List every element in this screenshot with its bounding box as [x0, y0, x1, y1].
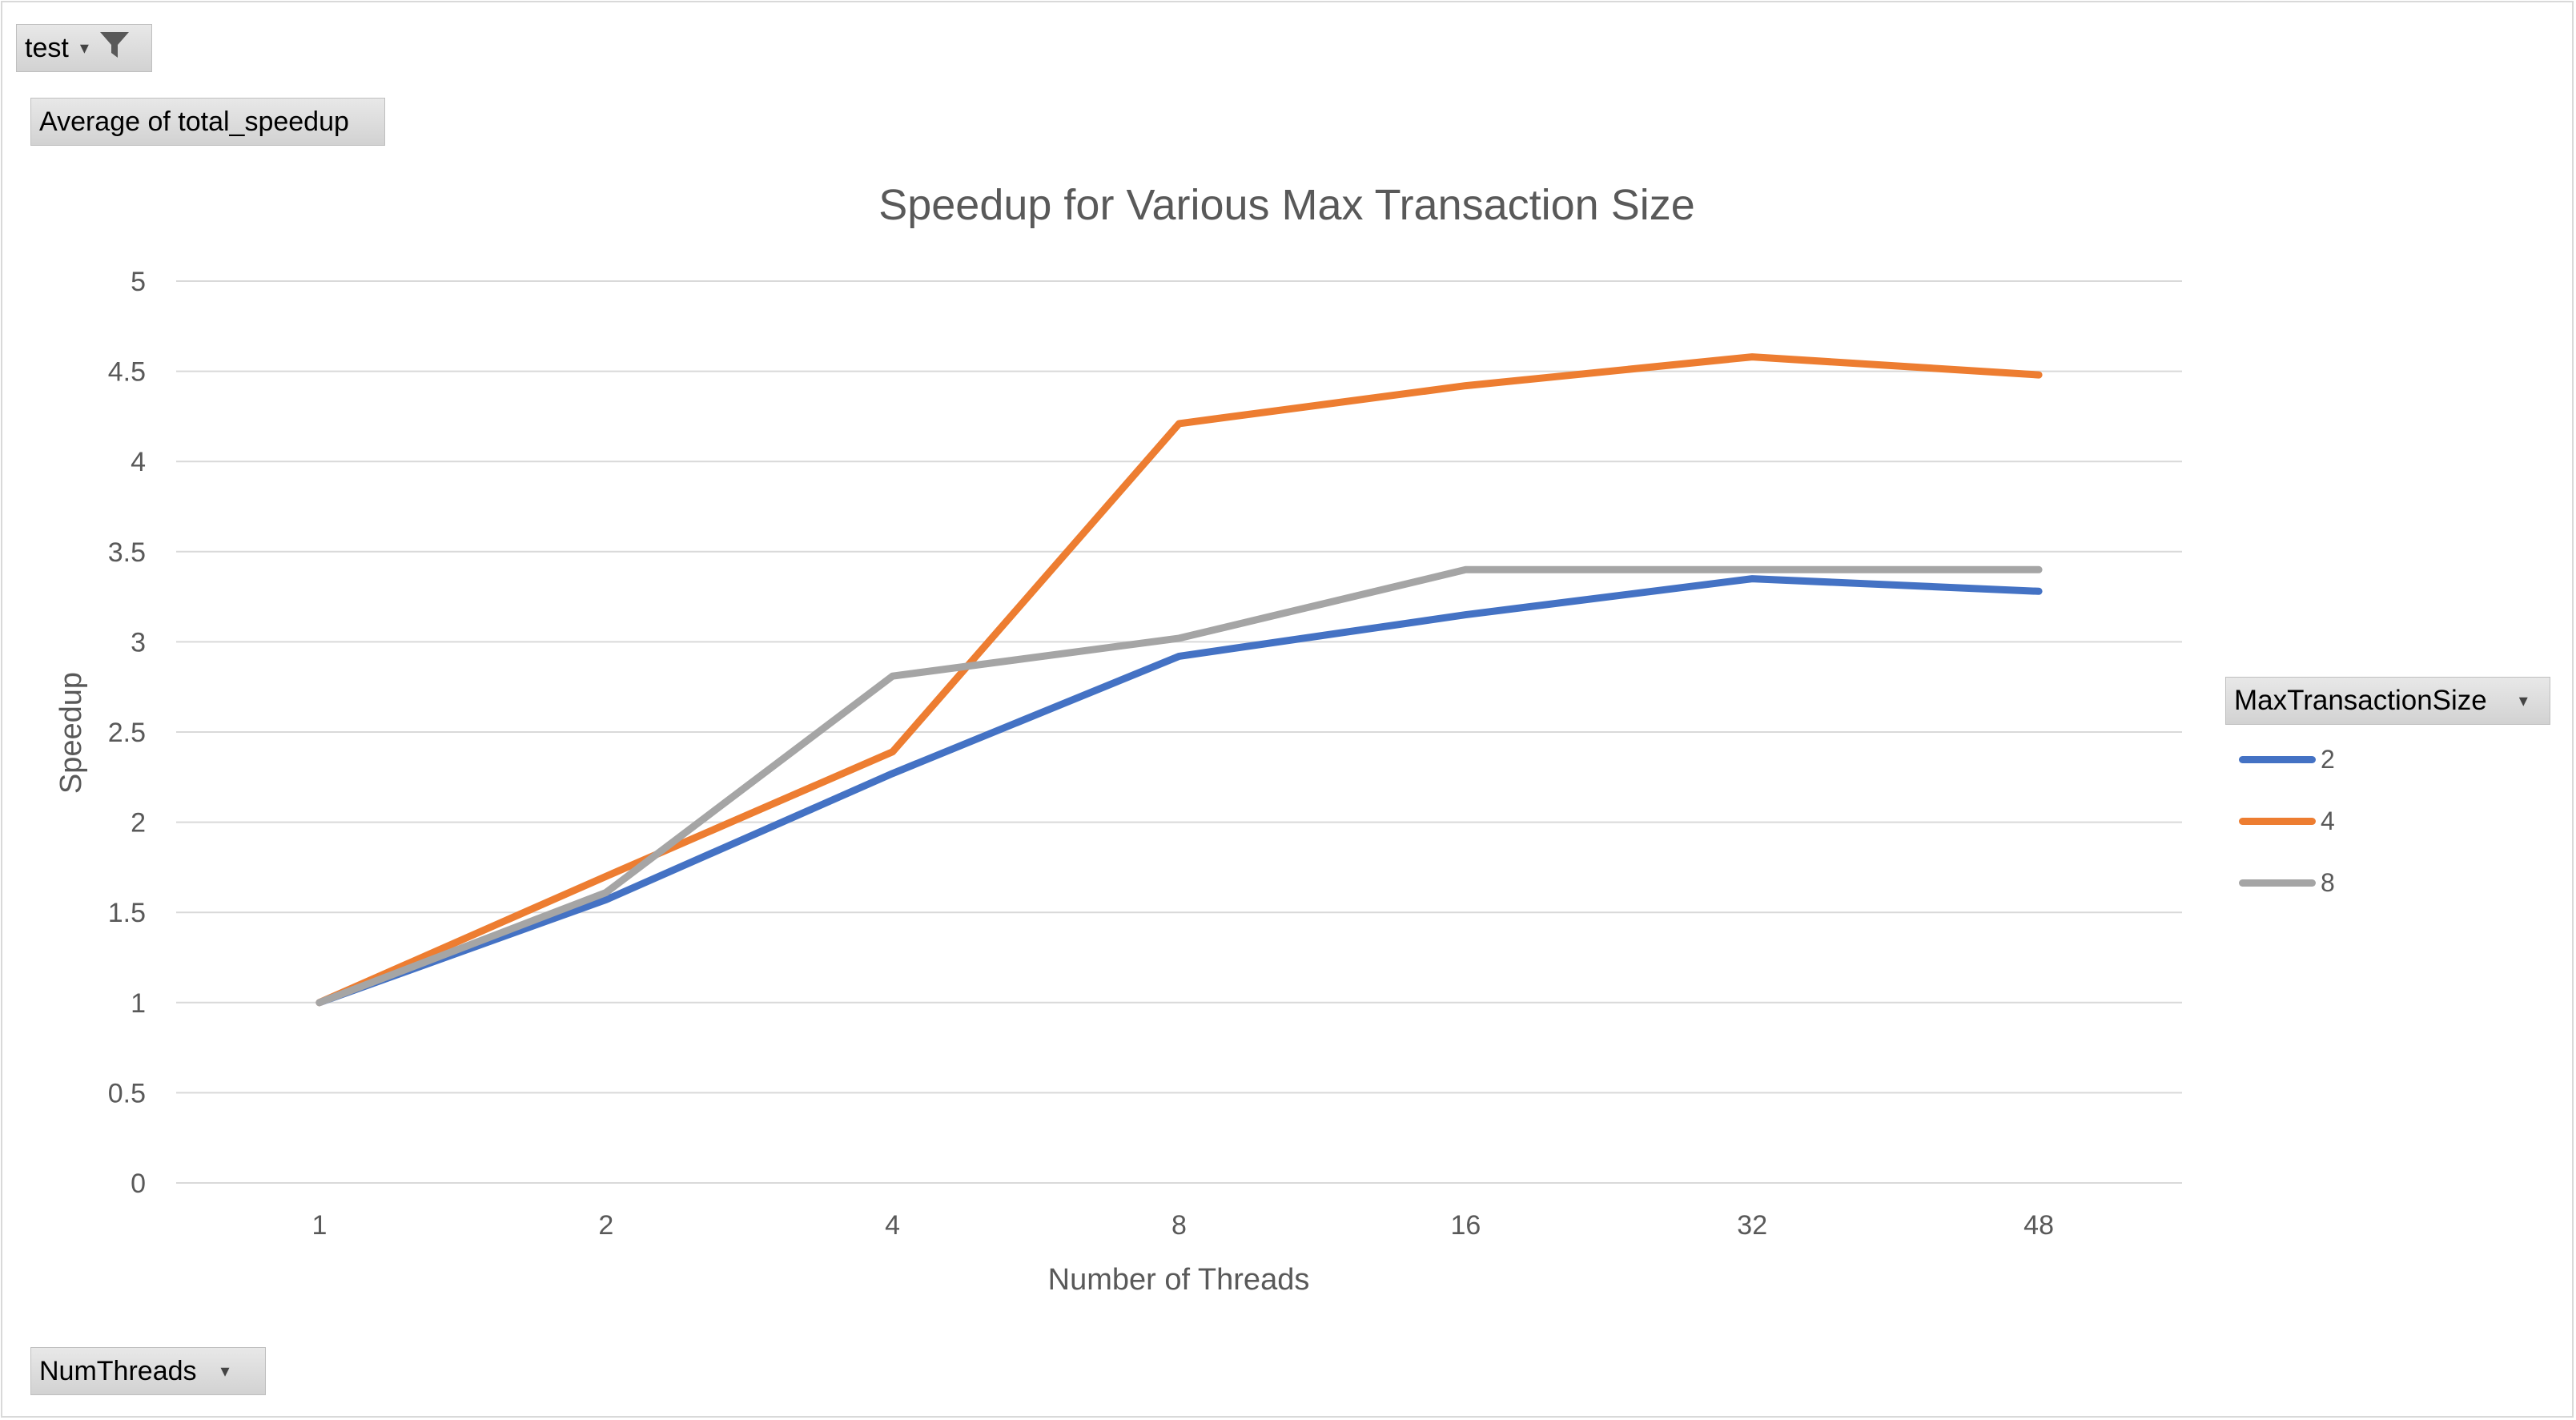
filter-icon [98, 29, 131, 68]
gridlines [176, 280, 2182, 1184]
y-tick-label: 2 [131, 808, 146, 839]
value-field-button[interactable]: Average of total_speedup [30, 98, 385, 146]
x-axis-title: Number of Threads [1048, 1263, 1310, 1297]
y-axis-title: Speedup [54, 672, 88, 794]
legend-field-button[interactable]: MaxTransactionSize ▾ [2225, 677, 2550, 725]
report-filter-button[interactable]: test ▾ [16, 24, 152, 72]
y-tick-label: 0 [131, 1169, 146, 1199]
legend-label: 2 [2321, 744, 2335, 774]
y-tick-label: 4.5 [108, 357, 146, 388]
series-line-4[interactable] [315, 353, 2043, 1007]
y-tick-label: 3.5 [108, 537, 146, 568]
chevron-down-icon: ▾ [79, 38, 89, 58]
legend-field-label: MaxTransactionSize [2234, 685, 2487, 716]
x-tick-label: 48 [2023, 1210, 2054, 1241]
axis-field-label: NumThreads [39, 1355, 197, 1386]
legend-item-8[interactable]: 8 [2239, 867, 2335, 899]
x-tick-label: 1 [311, 1210, 327, 1241]
chevron-down-icon: ▾ [2518, 690, 2528, 710]
y-tick-label: 0.5 [108, 1078, 146, 1108]
x-tick-label: 16 [1450, 1210, 1481, 1241]
x-tick-labels: 1 2 4 8 16 32 48 [311, 1210, 2054, 1241]
legend-swatch [2239, 879, 2316, 887]
y-tick-label: 5 [131, 267, 146, 297]
legend-item-2[interactable]: 2 [2239, 743, 2335, 775]
y-tick-label: 4 [131, 447, 146, 477]
legend-label: 8 [2321, 867, 2335, 897]
legend-label: 4 [2321, 806, 2335, 835]
series-lines [315, 353, 2043, 1007]
series-line-8[interactable] [315, 565, 2043, 1007]
x-tick-label: 8 [1171, 1210, 1187, 1241]
axis-field-button[interactable]: NumThreads ▾ [30, 1347, 266, 1395]
value-field-label: Average of total_speedup [39, 106, 349, 137]
report-filter-label: test [25, 32, 69, 63]
series-line-2[interactable] [315, 575, 2043, 1007]
y-tick-label: 3 [131, 627, 146, 658]
y-tick-labels: 0 0.5 1 1.5 2 2.5 3 3.5 4 4.5 5 [108, 267, 146, 1199]
x-tick-label: 32 [1737, 1210, 1767, 1241]
legend-item-4[interactable]: 4 [2239, 805, 2335, 837]
chevron-down-icon: ▾ [220, 1361, 230, 1381]
y-tick-label: 2.5 [108, 718, 146, 748]
chart-title: Speedup for Various Max Transaction Size [878, 181, 1695, 229]
y-tick-label: 1.5 [108, 898, 146, 928]
legend-swatch [2239, 755, 2316, 763]
x-tick-label: 4 [885, 1210, 900, 1241]
x-tick-label: 2 [598, 1210, 613, 1241]
y-tick-label: 1 [131, 988, 146, 1019]
legend-swatch [2239, 817, 2316, 825]
